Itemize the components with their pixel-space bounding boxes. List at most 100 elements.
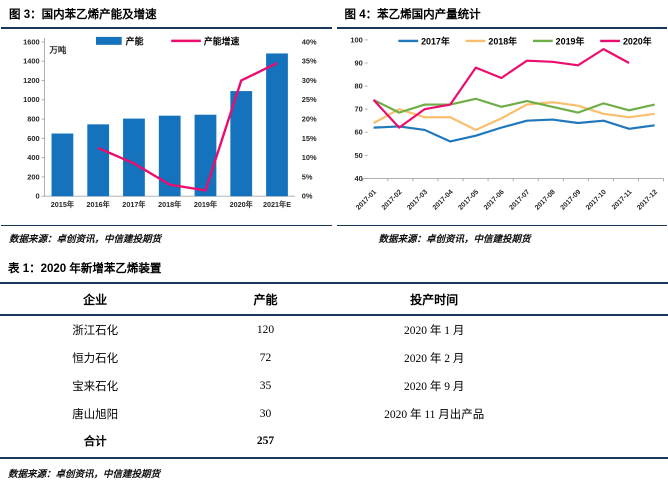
- left-axis-tick-label: 800: [27, 115, 39, 124]
- left-axis-tick-label: 200: [27, 172, 39, 181]
- legend-swatch-capacity: [95, 36, 122, 45]
- right-axis-tick-label: 15%: [302, 134, 317, 143]
- table-cell: [528, 315, 668, 344]
- growth-rate-line: [97, 62, 278, 192]
- capacity-bar: [123, 118, 145, 197]
- capacity-bar: [51, 133, 74, 197]
- right-axis-tick-label: 20%: [302, 115, 317, 124]
- capacity-bar: [87, 124, 110, 197]
- table-1-title: 表 1：2020 年新增苯乙烯装置: [8, 263, 162, 276]
- left-axis-tick-label: 400: [27, 153, 39, 162]
- table-cell: [528, 400, 668, 428]
- legend-label-0: 2017年: [421, 35, 450, 46]
- y-axis-tick-label: 100: [350, 35, 362, 44]
- x-axis-tick-label: 2017-10: [585, 189, 608, 212]
- table-cell: 30: [259, 408, 272, 421]
- figure-3-title-rule: [1, 27, 332, 29]
- figure-3-source: 数据来源：卓创资讯，中信建投期货: [9, 235, 162, 246]
- table-row: 恒力石化 72 2020 年 2 月: [0, 344, 668, 372]
- table-1-title-rule: [0, 282, 668, 285]
- right-axis-tick-label: 10%: [302, 153, 317, 162]
- table-col-header: 投产时间: [340, 284, 528, 317]
- x-axis-tick-label: 2019年: [194, 200, 218, 209]
- x-axis-tick-label: 2017年: [122, 200, 146, 209]
- table-cell: [528, 344, 668, 372]
- table-cell: [528, 428, 668, 458]
- table-cell: 35: [259, 380, 272, 393]
- capacity-bar: [266, 53, 288, 197]
- y-axis-tick-label: 70: [354, 105, 362, 114]
- figure-3-capacity-chart: 0 200 400 600 800 1000 1200 1400 1600 0% 5% 10% 15% 2…: [23, 35, 317, 209]
- left-axis-tick-label: 1400: [23, 57, 39, 66]
- table-1-body: 浙江石化 120 2020 年 1 月恒力石化 72 2020 年 2 月宝来石化 35 2…: [0, 315, 668, 458]
- table-cell: 120: [256, 324, 275, 337]
- series-line-3: [372, 48, 630, 129]
- y-axis-tick-label: 40: [354, 174, 362, 183]
- table-1: 企业 产能 投产时间 浙江石化 120 2020 年 1 月恒力石化 72 2020 年 2…: [0, 284, 668, 460]
- series-line-0: [373, 118, 655, 143]
- right-axis-tick-label: 0%: [302, 192, 313, 201]
- table-1-source: 数据来源：卓创资讯，中信建投期货: [8, 470, 161, 480]
- table-cell: [528, 372, 668, 400]
- y-axis-tick-label: 90: [354, 58, 362, 67]
- series-line-2: [372, 97, 655, 114]
- table-row: 宝来石化 35 2020 年 9 月: [0, 372, 668, 400]
- right-axis-tick-label: 35%: [302, 57, 317, 66]
- figure-4-bottom-rule: [336, 224, 667, 227]
- x-axis-tick-label: 2015年: [51, 200, 75, 209]
- table-header-row: 企业 产能 投产时间: [0, 284, 668, 317]
- table-cell: 2020 年 9 月: [404, 381, 465, 394]
- table-cell: 2020 年 1 月: [404, 325, 465, 338]
- table-cell: 2020 年 11 月出产品: [384, 409, 485, 422]
- x-axis-tick-label: 2020年: [230, 200, 254, 209]
- x-axis-tick-label: 2017-11: [610, 189, 633, 212]
- capacity-bar: [194, 114, 217, 197]
- figures-row: 图 3：国内苯乙烯产能及增速 0 200 400 600 800 1000 1200 1400…: [1, 0, 667, 246]
- legend-label-1: 2018年: [488, 35, 517, 46]
- table-total-row: 合计 257: [0, 428, 668, 458]
- left-axis-tick-label: 1000: [23, 95, 39, 104]
- left-axis-tick-label: 0: [35, 192, 39, 201]
- x-axis-tick-label: 2017-03: [406, 189, 429, 212]
- table-cell: 宝来石化: [72, 381, 119, 394]
- series-line-1: [372, 101, 655, 132]
- legend-label-2: 2019年: [555, 35, 584, 46]
- x-axis-tick-label: 2017-01: [355, 189, 378, 212]
- x-axis-tick-label: 2017-02: [380, 189, 403, 212]
- legend-label-growth: 产能增速: [204, 35, 240, 46]
- x-axis-tick-label: 2017-12: [636, 189, 659, 212]
- figure-3-bottom-rule: [1, 224, 332, 227]
- table-cell: 浙江石化: [72, 325, 119, 338]
- capacity-bar: [230, 91, 253, 197]
- right-axis-tick-label: 5%: [302, 172, 313, 181]
- left-axis-tick-label: 600: [27, 134, 39, 143]
- table-col-header: 产能: [190, 284, 341, 317]
- table-row: 唐山旭阳 30 2020 年 11 月出产品: [0, 400, 668, 428]
- table-cell: 72: [259, 352, 272, 365]
- x-axis-tick-label: 2017-09: [559, 189, 582, 212]
- x-axis-tick-label: 2017-07: [508, 189, 531, 212]
- left-axis-tick-label: 1200: [23, 76, 39, 85]
- legend-label-3: 2020年: [622, 35, 651, 46]
- x-axis-tick-label: 2017-04: [431, 189, 454, 212]
- table-1-block: 表 1：2020 年新增苯乙烯装置 企业 产能 投产时间 浙江石化 120 2020 年…: [0, 262, 668, 480]
- x-axis-tick-label: 2017-06: [482, 189, 505, 212]
- figure-4-title: 图 4：苯乙烯国内产量统计: [344, 9, 481, 21]
- table-cell: [341, 428, 528, 458]
- y-axis-tick-label: 80: [354, 82, 362, 91]
- figure-4-source: 数据来源：卓创资讯，中信建投期货: [378, 235, 531, 246]
- figure-3-title: 图 3：国内苯乙烯产能及增速: [9, 9, 157, 21]
- right-axis-tick-label: 40%: [302, 37, 317, 46]
- table-cell: 唐山旭阳: [72, 409, 119, 422]
- right-axis-tick-label: 30%: [302, 76, 317, 85]
- figure-4: 图 4：苯乙烯国内产量统计 40 50 60 70 80 90 100 2017-01 2017…: [336, 0, 667, 246]
- y-axis-tick-label: 50: [354, 151, 362, 160]
- figure-4-title-rule: [336, 27, 667, 29]
- right-axis-tick-label: 25%: [302, 95, 317, 104]
- left-axis-tick-label: 1600: [23, 37, 39, 46]
- table-cell: 2020 年 2 月: [404, 353, 465, 366]
- figure-3: 图 3：国内苯乙烯产能及增速 0 200 400 600 800 1000 1200 1400…: [1, 0, 332, 245]
- table-cell: 合计: [83, 436, 107, 449]
